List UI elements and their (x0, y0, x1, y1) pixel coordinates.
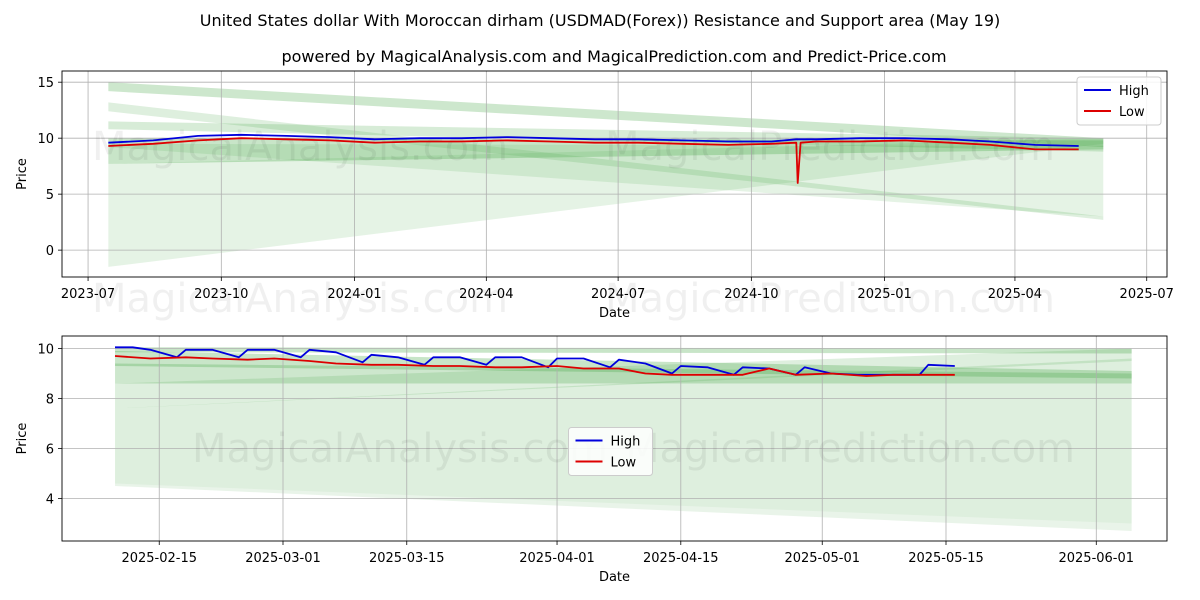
band-area (108, 102, 1104, 220)
series-line-high (115, 346, 955, 376)
x-tick-label: 2023-07 (61, 287, 115, 302)
watermark-text: MagicalPrediction.com (605, 124, 1055, 170)
y-tick-label: 5 (46, 188, 54, 203)
y-axis-label: Price (15, 423, 30, 455)
watermark-text: MagicalAnalysis.com (92, 124, 508, 170)
band-area (115, 351, 1132, 379)
band-area (108, 143, 1104, 217)
x-tick-label: 2023-10 (194, 287, 248, 302)
x-tick-label: 2024-07 (591, 287, 645, 302)
y-tick-label: 0 (46, 244, 54, 259)
legend-label-low: Low (611, 456, 637, 471)
watermark-text: MagicalAnalysis.com (92, 276, 508, 322)
series-line-low (114, 355, 955, 377)
y-tick-label: 6 (46, 443, 54, 458)
x-tick-label: 2024-04 (459, 287, 513, 302)
x-tick-label: 2025-03-15 (369, 551, 445, 566)
legend: High Low (1076, 76, 1162, 126)
y-tick-label: 8 (46, 393, 54, 408)
x-tick-label: 2025-07 (1120, 287, 1174, 302)
x-tick-label: 2025-04 (988, 287, 1042, 302)
watermark: MagicalAnalysis.com MagicalPrediction.com (192, 426, 1075, 472)
y-tick-label: 10 (37, 132, 54, 147)
x-tick-label: 2024-01 (327, 287, 381, 302)
bottom-panel: 2025-02-15 2025-03-01 2025-03-15 2025-04-01… (15, 335, 1168, 585)
y-tick-label: 4 (46, 493, 54, 508)
x-tick-label: 2024-10 (724, 287, 778, 302)
legend-label-high: High (1119, 84, 1149, 99)
watermark-text: MagicalPrediction.com (625, 426, 1075, 472)
y-axis-label: Price (15, 158, 30, 190)
legend-label-high: High (611, 435, 641, 450)
watermark-text: MagicalAnalysis.com (192, 426, 608, 472)
watermark-text: MagicalPrediction.com (605, 276, 1055, 322)
x-tick-label: 2025-05-15 (908, 551, 984, 566)
watermark: MagicalAnalysis.com MagicalPrediction.com… (92, 124, 1055, 322)
legend: High Low (568, 427, 653, 476)
x-tick-label: 2025-05-01 (784, 551, 860, 566)
plot-frame (61, 70, 1168, 278)
resistance-support-bands (108, 82, 1104, 267)
band-area (115, 483, 1132, 531)
top-panel: 2023-07 2023-10 2024-01 2024-04 2024-07 2024-… (15, 70, 1174, 322)
x-tick-label: 2025-03-01 (245, 551, 321, 566)
x-axis-label: Date (599, 570, 630, 585)
x-tick-label: 2025-01 (857, 287, 911, 302)
series-line-low (108, 137, 1079, 184)
band-area (108, 138, 1104, 267)
legend-label-low: Low (1119, 105, 1145, 120)
x-axis-label: Date (599, 306, 630, 321)
band-area (115, 348, 1132, 409)
y-tick-label: 10 (37, 343, 54, 358)
band-area (115, 363, 1132, 384)
x-tick-label: 2025-06-01 (1058, 551, 1134, 566)
chart-title: United States dollar With Moroccan dirha… (200, 11, 1001, 30)
x-tick-label: 2025-02-15 (121, 551, 197, 566)
band-area (108, 138, 1104, 164)
y-tick-label: 15 (37, 76, 54, 91)
grid-lines: 2025-02-15 2025-03-01 2025-03-15 2025-04-01… (37, 336, 1167, 566)
series-line-high (108, 133, 1079, 147)
x-tick-label: 2025-04-01 (519, 551, 595, 566)
x-tick-label: 2025-04-15 (643, 551, 719, 566)
plot-frame (61, 335, 1168, 542)
band-area (108, 82, 1104, 148)
band-area (108, 121, 1104, 152)
chart-subtitle: powered by MagicalAnalysis.com and Magic… (281, 47, 946, 66)
